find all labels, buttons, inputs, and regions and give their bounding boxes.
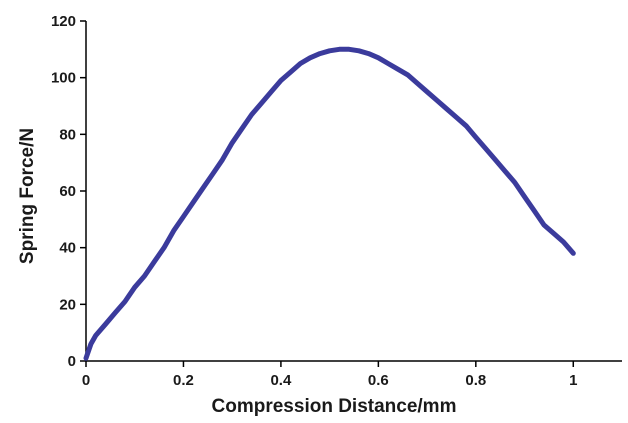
x-axis-title: Compression Distance/mm <box>212 396 457 417</box>
y-tick-label: 80 <box>59 126 76 143</box>
y-tick-label: 20 <box>59 296 76 313</box>
axes <box>85 21 622 362</box>
series-line <box>83 46 576 361</box>
x-tick-label: 0.8 <box>465 372 486 389</box>
y-axis-title: Spring Force/N <box>17 128 38 264</box>
x-tick-label: 0.6 <box>368 372 389 389</box>
x-tick-label: 0 <box>82 372 90 389</box>
x-tick-label: 0.4 <box>270 372 292 389</box>
x-ticks: 0 0.2 0.4 0.6 0.8 1 <box>82 361 577 389</box>
x-tick-label: 1 <box>569 372 577 389</box>
x-tick-label: 0.2 <box>173 372 194 389</box>
y-tick-label: 40 <box>59 240 76 257</box>
y-tick-label: 0 <box>68 353 76 370</box>
y-tick-label: 120 <box>51 13 76 30</box>
y-ticks: 0 20 40 60 80 100 120 <box>51 13 86 370</box>
y-tick-label: 60 <box>59 183 76 200</box>
series-layer <box>83 46 576 361</box>
y-tick-label: 100 <box>51 70 76 87</box>
